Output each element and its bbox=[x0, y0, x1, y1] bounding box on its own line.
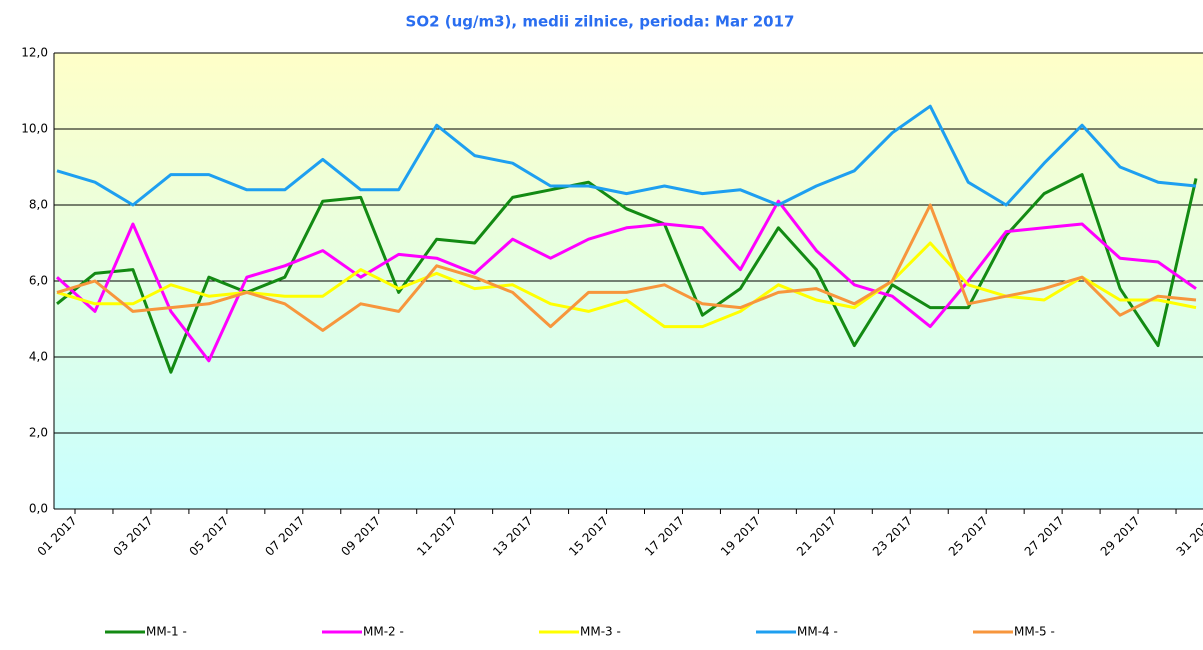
x-tick-label: 17 2017 bbox=[642, 514, 687, 559]
y-tick-label: 4,0 bbox=[29, 350, 48, 364]
series-line bbox=[56, 203, 1197, 332]
x-tick-label: 25 2017 bbox=[946, 514, 991, 559]
x-tick-label: 27 2017 bbox=[1022, 514, 1067, 559]
x-tick-label: 31 2017 bbox=[1174, 514, 1203, 559]
legend-label: MM-2 - bbox=[363, 625, 404, 639]
x-tick-label: 01 2017 bbox=[35, 514, 80, 559]
x-tick-label: 23 2017 bbox=[870, 514, 915, 559]
y-tick-label: 2,0 bbox=[29, 426, 48, 440]
chart-title: SO2 (ug/m3), medii zilnice, perioda: Mar… bbox=[406, 13, 795, 31]
x-tick-label: 03 2017 bbox=[111, 514, 156, 559]
y-tick-label: 12,0 bbox=[21, 46, 48, 60]
x-tick-label: 29 2017 bbox=[1098, 514, 1143, 559]
x-tick-label: 15 2017 bbox=[566, 514, 611, 559]
x-tick-label: 19 2017 bbox=[718, 514, 763, 559]
legend-label: MM-3 - bbox=[580, 625, 621, 639]
x-tick-label: 07 2017 bbox=[262, 514, 307, 559]
x-tick-label: 13 2017 bbox=[490, 514, 535, 559]
series-line bbox=[55, 199, 1197, 363]
legend-label: MM-1 - bbox=[146, 625, 187, 639]
y-tick-label: 6,0 bbox=[29, 274, 48, 288]
legend-label: MM-4 - bbox=[797, 625, 838, 639]
y-tick-label: 10,0 bbox=[21, 122, 48, 136]
y-tick-label: 0,0 bbox=[29, 502, 48, 516]
legend-label: MM-5 - bbox=[1014, 625, 1055, 639]
x-tick-label: 21 2017 bbox=[794, 514, 839, 559]
x-tick-label: 09 2017 bbox=[338, 514, 383, 559]
x-tick-label: 11 2017 bbox=[414, 514, 459, 559]
y-tick-label: 8,0 bbox=[29, 198, 48, 212]
series-line bbox=[56, 104, 1197, 207]
x-tick-label: 05 2017 bbox=[186, 514, 231, 559]
